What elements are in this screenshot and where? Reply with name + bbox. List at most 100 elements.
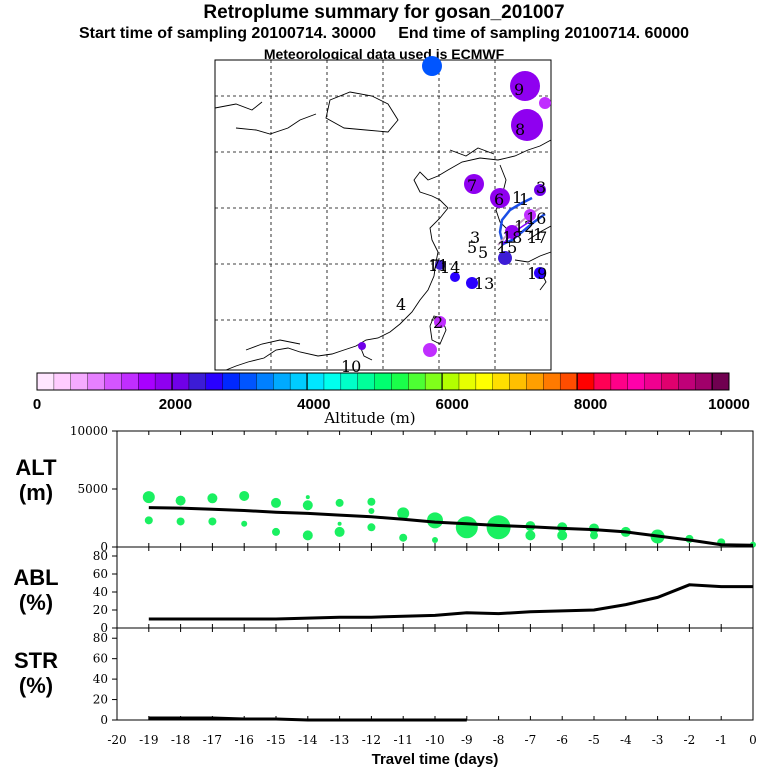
x-tick-label: -5 — [588, 733, 600, 747]
colorbar-label: Altitude (m) — [323, 409, 415, 427]
alt-scatter-point — [368, 508, 375, 515]
alt-scatter-point — [590, 531, 598, 540]
cluster-marker — [466, 277, 478, 289]
sampling-times: Start time of sampling 20100714. 30000 E… — [0, 25, 768, 43]
x-tick-label: -18 — [171, 733, 190, 747]
colorbar-tick-label: 6000 — [436, 396, 469, 413]
colorbar-frame — [36, 372, 730, 391]
cluster-label: 1 — [519, 190, 529, 209]
alt-scatter-point — [208, 517, 217, 526]
cluster-label: 17 — [527, 228, 547, 247]
colorbar-segment — [155, 373, 173, 390]
colorbar-segment — [593, 373, 612, 390]
cluster-marker — [534, 184, 546, 196]
alt-scatter-point — [271, 497, 281, 508]
cluster-label: 16 — [526, 209, 546, 228]
y-tick-label: 10000 — [70, 424, 108, 438]
cluster-markers — [358, 56, 551, 357]
x-tick-label: -20 — [107, 733, 126, 747]
colorbar-segment — [172, 373, 190, 390]
panel-label-bottom: (%) — [19, 590, 53, 615]
cluster-label: 3 — [470, 228, 480, 247]
cluster-label: 1 — [512, 188, 522, 207]
cluster-marker — [358, 342, 366, 350]
colorbar-segment — [492, 373, 511, 390]
cluster-label: 3 — [536, 178, 546, 197]
start-time-label: Start time of sampling 20100714. 30000 — [78, 25, 376, 42]
x-tick-label: -1 — [715, 733, 727, 747]
y-tick-label: 5000 — [77, 482, 108, 496]
colorbar-segment — [70, 373, 89, 390]
colorbar-segment — [526, 373, 544, 390]
alt-scatter-point — [367, 523, 376, 532]
alt-scatter-point — [397, 507, 410, 520]
y-tick-label: 80 — [93, 631, 108, 645]
x-tick-label: -9 — [461, 733, 473, 747]
colorbar-segment — [87, 373, 106, 390]
colorbar-segment — [644, 373, 662, 390]
colorbar-segment — [661, 373, 679, 390]
cluster-marker — [534, 267, 546, 279]
altitude-colorbar: 0 2000 4000 6000 8000 10000 Altitude (m) — [33, 372, 750, 427]
str-series-line — [148, 716, 467, 722]
cluster-marker — [490, 188, 510, 208]
alt-scatter-point — [427, 512, 443, 529]
colorbar-segment — [323, 373, 342, 390]
cluster-label: 14 — [440, 258, 460, 277]
alt-scatter-point — [272, 527, 280, 536]
cluster-label: 19 — [527, 264, 547, 283]
x-tick-label: -8 — [493, 733, 505, 747]
cluster-label: 13 — [474, 274, 494, 293]
panel-label-bottom: (m) — [19, 480, 53, 505]
colorbar-segment — [577, 373, 595, 390]
cluster-marker — [498, 251, 512, 265]
page-title: Retroplume summary for gosan_201007 — [203, 2, 565, 23]
colorbar-segment — [53, 373, 72, 390]
x-tick-label: -3 — [652, 733, 664, 747]
x-tick-label: 0 — [749, 733, 757, 747]
colorbar-tick-label: 0 — [33, 396, 41, 413]
colorbar-segment — [458, 373, 477, 390]
panel-label-top: STR — [14, 648, 58, 673]
colorbar-segment — [543, 373, 561, 390]
colorbar-segment — [357, 373, 376, 390]
colorbar-segment — [340, 373, 359, 390]
colorbar-segment — [712, 373, 730, 390]
y-tick-label: 0 — [100, 713, 108, 727]
x-tick-label: -15 — [266, 733, 285, 747]
colorbar-segment — [391, 373, 409, 390]
cluster-label: 1 — [533, 225, 543, 244]
colorbar-segment — [239, 373, 257, 390]
colorbar-segment — [37, 373, 55, 390]
colorbar-segment — [560, 373, 578, 390]
alt-scatter-point — [241, 520, 248, 527]
alt-scatter-point — [176, 517, 185, 526]
alt-scatter-point — [367, 497, 376, 506]
y-tick-label: 40 — [93, 672, 108, 686]
alt-scatter-point — [455, 516, 478, 539]
colorbar-tick-label: 10000 — [708, 396, 750, 413]
colorbar-segment — [374, 373, 392, 390]
colorbar-segment — [121, 373, 139, 390]
cluster-label: 11 — [428, 256, 448, 275]
alt-scatter-point — [144, 516, 153, 525]
cluster-marker — [539, 97, 551, 109]
alt-scatter-point — [142, 491, 155, 504]
alt-scatter-point — [557, 530, 568, 541]
y-tick-label: 60 — [93, 652, 108, 666]
colorbar-segment — [678, 373, 696, 390]
cluster-label: 15 — [497, 238, 517, 257]
alt-scatter-point — [432, 537, 438, 544]
colorbar-segment — [307, 373, 325, 390]
colorbar-segment — [290, 373, 308, 390]
abl-series-line — [148, 583, 753, 621]
map-frame — [214, 59, 552, 371]
colorbar-segment — [475, 373, 494, 390]
alt-scatter-point — [399, 533, 408, 542]
panel-label-bottom: (%) — [19, 673, 53, 698]
alt-series-line — [148, 506, 754, 547]
cluster-marker — [434, 316, 446, 328]
x-tick-label: -16 — [235, 733, 254, 747]
